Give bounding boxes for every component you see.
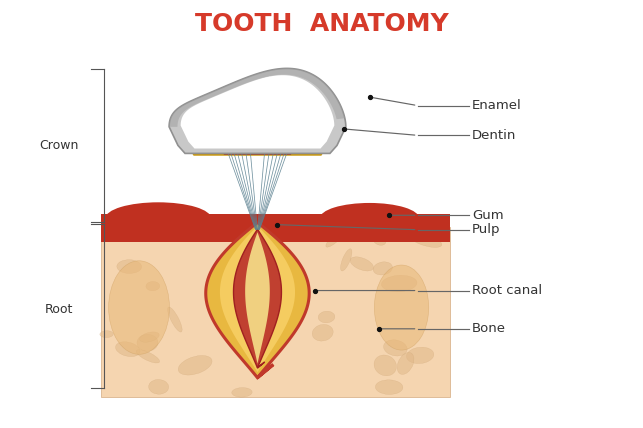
Polygon shape (219, 99, 296, 154)
Ellipse shape (137, 334, 158, 351)
Ellipse shape (376, 380, 403, 395)
Ellipse shape (326, 229, 345, 247)
Bar (100, 214, 449, 242)
Ellipse shape (231, 388, 252, 397)
Ellipse shape (373, 262, 392, 275)
Ellipse shape (312, 324, 333, 341)
Text: Enamel: Enamel (472, 99, 521, 112)
Polygon shape (206, 223, 309, 378)
Ellipse shape (136, 350, 159, 363)
Ellipse shape (146, 282, 159, 291)
Polygon shape (220, 226, 295, 372)
Polygon shape (169, 68, 346, 153)
Ellipse shape (384, 340, 407, 356)
Ellipse shape (178, 356, 212, 375)
Text: Pulp: Pulp (472, 223, 500, 236)
Ellipse shape (381, 275, 417, 292)
Ellipse shape (341, 249, 352, 271)
Ellipse shape (149, 380, 168, 394)
Text: Root: Root (45, 303, 73, 316)
Polygon shape (184, 78, 331, 155)
Polygon shape (200, 87, 315, 153)
Ellipse shape (374, 265, 429, 350)
Ellipse shape (397, 352, 414, 374)
Text: TOOTH  ANATOMY: TOOTH ANATOMY (195, 12, 448, 36)
Ellipse shape (116, 342, 140, 357)
Polygon shape (190, 77, 270, 125)
Polygon shape (245, 232, 270, 364)
Ellipse shape (105, 202, 211, 234)
Ellipse shape (100, 331, 113, 338)
Text: Gum: Gum (472, 209, 503, 222)
Polygon shape (226, 107, 289, 153)
Ellipse shape (140, 332, 159, 342)
Ellipse shape (374, 355, 397, 376)
Ellipse shape (350, 257, 374, 271)
Text: Root canal: Root canal (472, 284, 542, 297)
Ellipse shape (168, 307, 182, 332)
Text: Dentin: Dentin (472, 129, 516, 142)
Polygon shape (169, 68, 345, 127)
Ellipse shape (408, 232, 442, 247)
Ellipse shape (117, 260, 141, 273)
Ellipse shape (374, 235, 386, 245)
Text: Bone: Bone (472, 322, 506, 335)
Ellipse shape (109, 261, 170, 354)
Text: Crown: Crown (39, 139, 78, 152)
Polygon shape (233, 229, 282, 368)
Ellipse shape (406, 347, 434, 363)
Polygon shape (181, 75, 334, 149)
Ellipse shape (318, 311, 335, 323)
Bar (100, 227, 449, 397)
Ellipse shape (320, 203, 419, 234)
